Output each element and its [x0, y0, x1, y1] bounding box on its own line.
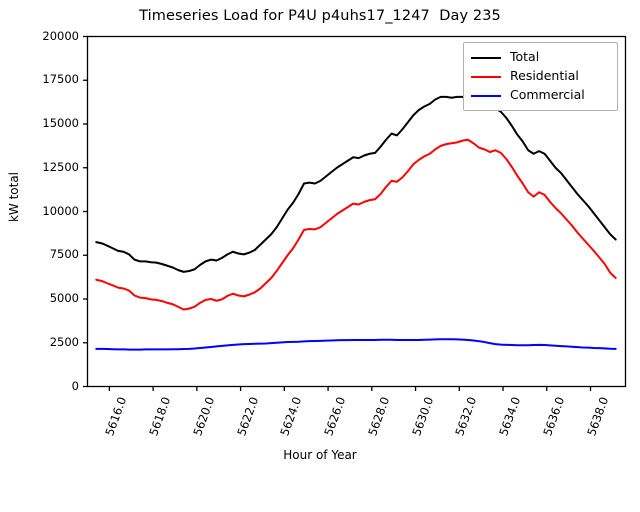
series-line-commercial — [96, 339, 615, 349]
legend-label-residential: Residential — [510, 70, 579, 83]
legend-item-total: Total — [471, 48, 610, 67]
y-tick-label: 7500 — [19, 247, 79, 261]
legend-swatch-total — [471, 57, 501, 59]
legend-item-commercial: Commercial — [471, 86, 610, 105]
chart-figure: Timeseries Load for P4U p4uhs17_1247 Day… — [0, 0, 640, 480]
y-tick-label: 10000 — [19, 204, 79, 218]
y-tick-label: 15000 — [19, 116, 79, 130]
series-line-total — [96, 97, 615, 272]
y-tick-label: 2500 — [19, 335, 79, 349]
legend-label-total: Total — [510, 51, 539, 64]
y-tick-label: 0 — [19, 379, 79, 393]
legend-item-residential: Residential — [471, 67, 610, 86]
legend-swatch-commercial — [471, 95, 501, 97]
y-tick-label: 5000 — [19, 291, 79, 305]
y-tick-label: 17500 — [19, 72, 79, 86]
y-tick-label: 20000 — [19, 29, 79, 43]
y-tick-label: 12500 — [19, 160, 79, 174]
legend-label-commercial: Commercial — [510, 89, 585, 102]
series-line-residential — [96, 140, 615, 310]
chart-legend: Total Residential Commercial — [463, 42, 618, 111]
legend-swatch-residential — [471, 76, 501, 78]
